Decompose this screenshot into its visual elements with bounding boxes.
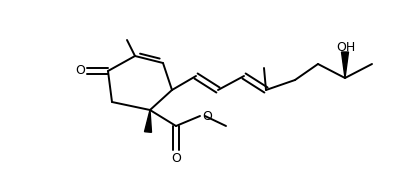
Text: O: O bbox=[75, 64, 85, 77]
Text: OH: OH bbox=[336, 41, 356, 54]
Text: O: O bbox=[202, 109, 212, 122]
Text: O: O bbox=[171, 151, 181, 164]
Polygon shape bbox=[145, 110, 151, 132]
Polygon shape bbox=[342, 52, 349, 78]
